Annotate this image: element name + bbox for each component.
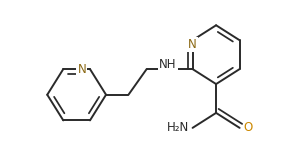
Text: O: O	[243, 121, 253, 134]
Text: NH: NH	[159, 58, 177, 71]
Text: N: N	[188, 38, 197, 51]
Text: N: N	[77, 63, 86, 76]
Text: H₂N: H₂N	[166, 121, 189, 134]
